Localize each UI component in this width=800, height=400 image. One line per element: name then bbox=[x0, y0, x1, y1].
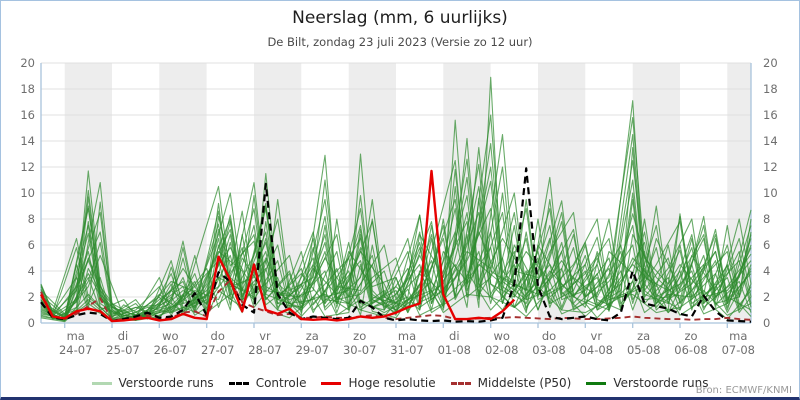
x-label-07-08: ma 07-08 bbox=[722, 329, 755, 357]
y-label-left-18: 18 bbox=[20, 82, 35, 96]
chart-legend: Verstoorde runs Controle Hoge resolutie Mid… bbox=[1, 376, 799, 390]
x-label-03-08: do 03-08 bbox=[532, 329, 565, 357]
y-label-left-16: 16 bbox=[20, 108, 35, 122]
y-label-left-10: 10 bbox=[20, 186, 35, 200]
y-label-left-4: 4 bbox=[28, 264, 35, 278]
x-label-31-07: ma 31-07 bbox=[390, 329, 423, 357]
x-label-29-07: za 29-07 bbox=[296, 329, 329, 357]
x-label-27-07: do 27-07 bbox=[201, 329, 234, 357]
y-label-right-0: 0 bbox=[763, 316, 770, 330]
y-label-right-8: 8 bbox=[763, 212, 770, 226]
x-label-30-07: zo 30-07 bbox=[343, 329, 376, 357]
x-label-28-07: vr 28-07 bbox=[248, 329, 281, 357]
x-label-01-08: di 01-08 bbox=[438, 329, 471, 357]
legend-item-2: Controle bbox=[228, 376, 307, 390]
legend-label-3: Hoge resolutie bbox=[348, 376, 436, 390]
axes bbox=[40, 63, 752, 328]
legend-swatch-5 bbox=[586, 381, 607, 385]
legend-item-1: Verstoorde runs bbox=[91, 376, 214, 390]
legend-swatch-2 bbox=[228, 381, 249, 385]
y-label-right-10: 10 bbox=[763, 186, 778, 200]
hoge-resolutie-line bbox=[39, 169, 516, 323]
legend-label-1: Verstoorde runs bbox=[118, 376, 214, 390]
legend-swatch-1 bbox=[91, 381, 112, 385]
y-label-left-2: 2 bbox=[28, 290, 35, 304]
y-label-right-14: 14 bbox=[763, 134, 778, 148]
member-run-15 bbox=[40, 182, 752, 321]
x-label-06-08: zo 06-08 bbox=[674, 329, 707, 357]
y-label-left-8: 8 bbox=[28, 212, 35, 226]
member-run-26 bbox=[40, 146, 752, 318]
legend-label-4: Middelste (P50) bbox=[477, 376, 572, 390]
hoge-resolutie bbox=[39, 169, 516, 323]
y-label-left-20: 20 bbox=[20, 56, 35, 70]
y-label-right-12: 12 bbox=[763, 160, 778, 174]
y-label-left-12: 12 bbox=[20, 160, 35, 174]
middelste-p50-line bbox=[40, 279, 752, 322]
legend-item-3: Hoge resolutie bbox=[321, 376, 436, 390]
y-label-left-14: 14 bbox=[20, 134, 35, 148]
member-run-19 bbox=[40, 114, 752, 320]
middelste-p50 bbox=[40, 279, 752, 322]
y-label-right-6: 6 bbox=[763, 238, 770, 252]
x-label-26-07: wo 26-07 bbox=[154, 329, 187, 357]
y-label-right-4: 4 bbox=[763, 264, 770, 278]
controle-line bbox=[40, 167, 752, 323]
x-label-05-08: za 05-08 bbox=[627, 329, 660, 357]
y-label-right-2: 2 bbox=[763, 290, 770, 304]
y-label-right-16: 16 bbox=[763, 108, 778, 122]
y-label-left-0: 0 bbox=[28, 316, 35, 330]
y-label-right-20: 20 bbox=[763, 56, 778, 70]
controle bbox=[40, 167, 752, 323]
axis-labels: 0 0 2 2 4 4 6 6 8 8 10 10 12 12 14 14 16 16 18 18 20 20 ma 24-0… bbox=[20, 56, 777, 357]
source-credit: Bron: ECMWF/KNMI bbox=[695, 385, 792, 396]
member-run-23 bbox=[40, 166, 752, 319]
member-run-21 bbox=[40, 159, 752, 320]
chart-title: Neerslag (mm, 6 uurlijks) bbox=[292, 8, 508, 28]
x-label-25-07: di 25-07 bbox=[106, 329, 139, 357]
x-label-04-08: vr 04-08 bbox=[580, 329, 613, 357]
legend-swatch-4 bbox=[450, 381, 471, 385]
x-label-24-07: ma 24-07 bbox=[59, 329, 92, 357]
y-label-left-6: 6 bbox=[28, 238, 35, 252]
legend-label-2: Controle bbox=[255, 376, 307, 390]
legend-item-4: Middelste (P50) bbox=[450, 376, 572, 390]
x-label-02-08: wo 02-08 bbox=[485, 329, 518, 357]
legend-label-5: Verstoorde runs bbox=[613, 376, 709, 390]
y-label-right-18: 18 bbox=[763, 82, 778, 96]
legend-swatch-3 bbox=[321, 381, 342, 385]
chart-subtitle: De Bilt, zondag 23 juli 2023 (Versie zo … bbox=[267, 35, 533, 49]
legend-item-5: Verstoorde runs bbox=[586, 376, 708, 390]
